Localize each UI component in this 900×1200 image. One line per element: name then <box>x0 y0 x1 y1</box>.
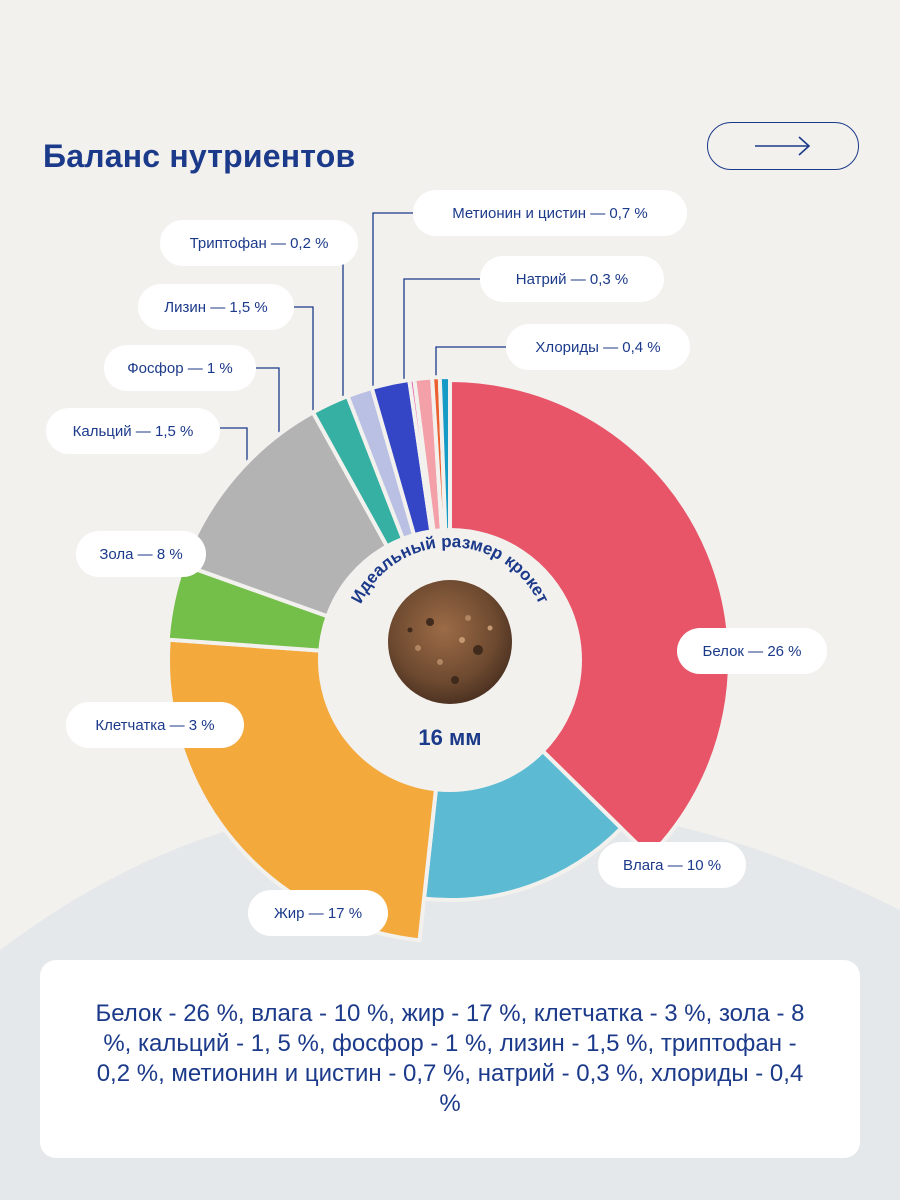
leader-line-7 <box>256 367 280 438</box>
data-label-6: Кальций — 1,5 % <box>46 408 220 454</box>
data-label-11: Натрий — 0,3 % <box>480 256 664 302</box>
leader-line-6 <box>220 427 248 471</box>
data-label-7: Фосфор — 1 % <box>104 345 256 391</box>
page-title: Баланс нутриентов <box>43 138 356 174</box>
label-pill <box>506 324 690 370</box>
label-pill <box>598 842 746 888</box>
label-text: Лизин — 1,5 % <box>164 299 267 316</box>
label-pill <box>413 190 687 236</box>
label-text: Жир — 17 % <box>274 905 362 922</box>
data-label-12: Хлориды — 0,4 % <box>506 324 690 370</box>
label-text: Зола — 8 % <box>99 546 182 563</box>
label-pill <box>248 890 388 936</box>
leader-line-11 <box>403 278 480 383</box>
data-label-2: Влага — 10 % <box>598 842 746 888</box>
chart-labels: Белок — 26 % Влага — 10 % Жир — 17 % Клетча… <box>46 190 827 936</box>
leader-lines <box>220 212 506 471</box>
label-pill <box>66 702 244 748</box>
summary-card: Белок - 26 %, влага - 10 %, жир - 17 %, … <box>40 960 860 1158</box>
label-pill <box>46 408 220 454</box>
summary-text: Белок - 26 %, влага - 10 %, жир - 17 %, … <box>95 1000 805 1117</box>
arrow-right-icon <box>755 136 811 156</box>
label-text: Метионин и цистин — 0,7 % <box>452 205 647 222</box>
label-text: Натрий — 0,3 % <box>516 271 629 288</box>
label-pill <box>160 220 358 266</box>
chart-segments <box>165 374 732 943</box>
label-text: Триптофан — 0,2 % <box>190 235 329 252</box>
label-text: Клетчатка — 3 % <box>95 717 214 734</box>
label-pill <box>104 345 256 391</box>
label-text: Хлориды — 0,4 % <box>535 339 660 356</box>
data-label-10: Метионин и цистин — 0,7 % <box>413 190 687 236</box>
next-button[interactable] <box>707 122 859 170</box>
label-text: Влага — 10 % <box>623 857 721 874</box>
label-pill <box>480 256 664 302</box>
leader-line-12 <box>435 346 506 378</box>
leader-line-10 <box>372 212 413 391</box>
data-label-4: Клетчатка — 3 % <box>66 702 244 748</box>
data-label-9: Триптофан — 0,2 % <box>160 220 358 266</box>
kibble-image <box>388 580 512 704</box>
label-text: Кальций — 1,5 % <box>73 423 194 440</box>
chart-center: Идеальный размер крокет 16 мм <box>320 530 580 790</box>
label-pill <box>677 628 827 674</box>
label-text: Белок — 26 % <box>702 643 801 660</box>
leader-line-8 <box>294 306 314 413</box>
label-pill <box>76 531 206 577</box>
data-label-5: Зола — 8 % <box>76 531 206 577</box>
data-label-8: Лизин — 1,5 % <box>138 284 294 330</box>
data-label-3: Жир — 17 % <box>248 890 388 936</box>
data-label-1: Белок — 26 % <box>677 628 827 674</box>
kibble-size: 16 мм <box>418 725 481 750</box>
label-pill <box>138 284 294 330</box>
label-text: Фосфор — 1 % <box>127 360 232 377</box>
